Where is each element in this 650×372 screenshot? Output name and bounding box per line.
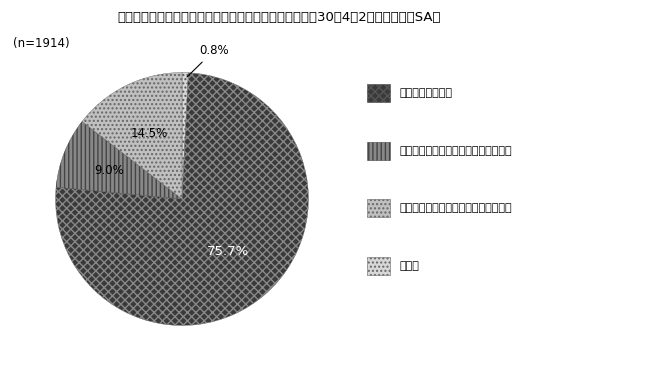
Wedge shape (56, 122, 182, 199)
Text: ２．利用していないが導入予定である: ２．利用していないが導入予定である (400, 146, 512, 155)
Wedge shape (82, 73, 182, 199)
Text: 14.5%: 14.5% (131, 126, 168, 140)
Text: 0.8%: 0.8% (187, 44, 228, 77)
Text: (n=1914): (n=1914) (13, 37, 70, 50)
Text: 9.0%: 9.0% (94, 164, 124, 177)
Text: 75.7%: 75.7% (207, 245, 249, 258)
Text: 業務ソフト（介護記録支援ソフト）の利用状況　（平成30年4月2日現在）　（SA）: 業務ソフト（介護記録支援ソフト）の利用状況 （平成30年4月2日現在） （SA） (118, 11, 441, 24)
Wedge shape (55, 73, 309, 326)
Wedge shape (182, 73, 188, 199)
Text: ３．利用しておらず導入の予定はない: ３．利用しておらず導入の予定はない (400, 203, 512, 213)
Text: 無回答: 無回答 (400, 261, 420, 271)
Text: １．利用している: １．利用している (400, 88, 453, 98)
